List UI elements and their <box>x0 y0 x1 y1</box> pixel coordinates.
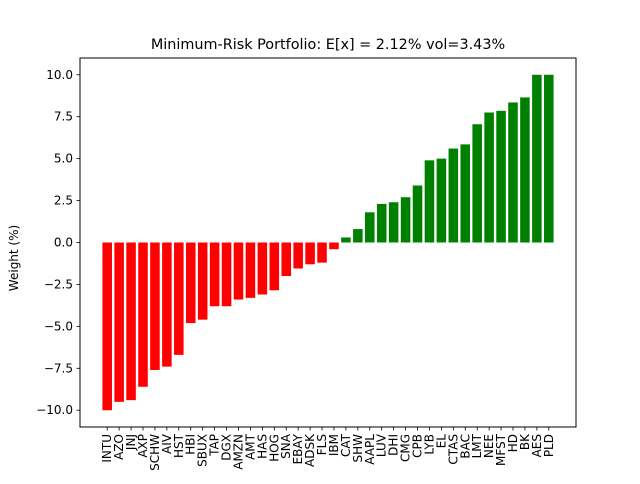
x-tick-label: SCHW <box>148 434 162 471</box>
x-tick-label: DGX <box>220 434 234 461</box>
bar-fls <box>317 242 327 263</box>
bars-group <box>102 74 554 411</box>
x-tick-label: AES <box>530 434 544 457</box>
bar-azo <box>114 242 124 402</box>
y-tick-label: 5.0 <box>54 152 73 166</box>
bar-cmg <box>400 197 411 243</box>
y-tick-label: −5.0 <box>44 319 73 333</box>
x-tick-label: CAT <box>339 433 353 457</box>
x-tick-label: LUV <box>375 433 389 457</box>
x-tick-label: ADSK <box>303 433 317 467</box>
bar-cat <box>341 237 351 243</box>
bar-nee <box>484 112 494 243</box>
y-tick-label: 10.0 <box>46 68 73 82</box>
bar-aes <box>532 74 542 243</box>
x-tick-label: JNJ <box>124 434 138 451</box>
x-tick-label: EL <box>434 434 448 449</box>
bar-tap <box>209 242 220 307</box>
bar-has <box>257 242 268 295</box>
x-tick-label: CPB <box>411 434 425 458</box>
bar-schw <box>150 242 160 370</box>
x-tick-label: SHW <box>351 434 365 463</box>
bar-aapl <box>364 212 375 243</box>
x-tick-label: MFST <box>494 433 508 466</box>
bar-hd <box>508 102 518 243</box>
bar-adsk <box>305 242 315 265</box>
bar-amzn <box>233 242 244 300</box>
bar-sna <box>281 242 292 277</box>
x-tick-label: AXP <box>136 434 150 458</box>
x-tick-label: AIV <box>160 433 174 454</box>
y-tick-label: 7.5 <box>54 110 73 124</box>
x-tick-label: CMG <box>399 434 413 462</box>
bar-pld <box>544 74 554 243</box>
bar-dhi <box>388 202 399 243</box>
bar-luv <box>376 203 387 243</box>
x-tick-label: AMT <box>243 433 257 460</box>
bar-cpb <box>412 185 423 243</box>
bar-ibm <box>329 242 339 250</box>
y-axis: −10.0 −7.5 −5.0 −2.5 0.0 2.5 5.0 7.5 10.0 <box>36 68 80 417</box>
bar-dgx <box>221 242 232 307</box>
y-tick-label: 2.5 <box>54 194 73 208</box>
x-tick-label: LMT <box>470 433 484 458</box>
x-tick-label: TAP <box>208 434 222 457</box>
bar-mfst <box>496 110 506 243</box>
x-tick-label: HD <box>506 434 520 452</box>
x-tick-label: EBAY <box>291 433 305 464</box>
x-tick-label: NEE <box>482 434 496 458</box>
chart-title: Minimum-Risk Portfolio: E[x] = 2.12% vol… <box>151 37 505 53</box>
x-tick-label: AAPL <box>363 434 377 465</box>
y-tick-label: −10.0 <box>36 403 73 417</box>
bar-ebay <box>293 242 303 269</box>
bar-axp <box>138 242 148 387</box>
y-tick-label: 0.0 <box>54 236 73 250</box>
bar-lmt <box>472 124 482 243</box>
x-tick-label: AMZN <box>231 434 245 470</box>
bar-hog <box>269 242 280 291</box>
bar-jnj <box>126 242 136 401</box>
x-tick-label: HOG <box>267 434 281 462</box>
x-tick-label: BAC <box>458 434 472 459</box>
bar-lyb <box>424 160 435 243</box>
bar-aiv <box>162 242 172 367</box>
bar-el <box>436 158 447 243</box>
bar-sbux <box>197 242 208 320</box>
x-tick-label: HST <box>172 433 186 458</box>
x-tick-label: PLD <box>542 434 556 457</box>
x-axis: INTUAZOJNJAXPSCHWAIVHSTHBISBUXTAPDGXAMZN… <box>100 427 556 471</box>
x-tick-label: SNA <box>279 433 293 459</box>
x-tick-label: FLS <box>315 434 329 455</box>
x-tick-label: CTAS <box>446 434 460 465</box>
bar-bac <box>460 144 471 243</box>
bar-amt <box>245 242 256 298</box>
x-tick-label: DHI <box>387 434 401 456</box>
bar-hbi <box>185 242 196 324</box>
x-tick-label: AZO <box>112 434 126 460</box>
plot-frame <box>79 57 577 428</box>
x-tick-label: INTU <box>100 434 114 463</box>
bar-intu <box>102 242 112 411</box>
y-tick-label: −2.5 <box>44 277 73 291</box>
x-tick-label: HBI <box>184 434 198 455</box>
y-tick-label: −7.5 <box>44 361 73 375</box>
bar-hst <box>174 242 184 355</box>
bar-bk <box>520 97 530 243</box>
x-tick-label: HAS <box>255 434 269 459</box>
x-tick-label: SBUX <box>196 434 210 467</box>
y-axis-label: Weight (%) <box>7 225 21 291</box>
bar-ctas <box>448 148 459 243</box>
x-tick-label: BK <box>518 433 532 450</box>
bar-shw <box>353 229 363 243</box>
x-tick-label: LYB <box>422 434 436 455</box>
x-tick-label: IBM <box>327 434 341 456</box>
